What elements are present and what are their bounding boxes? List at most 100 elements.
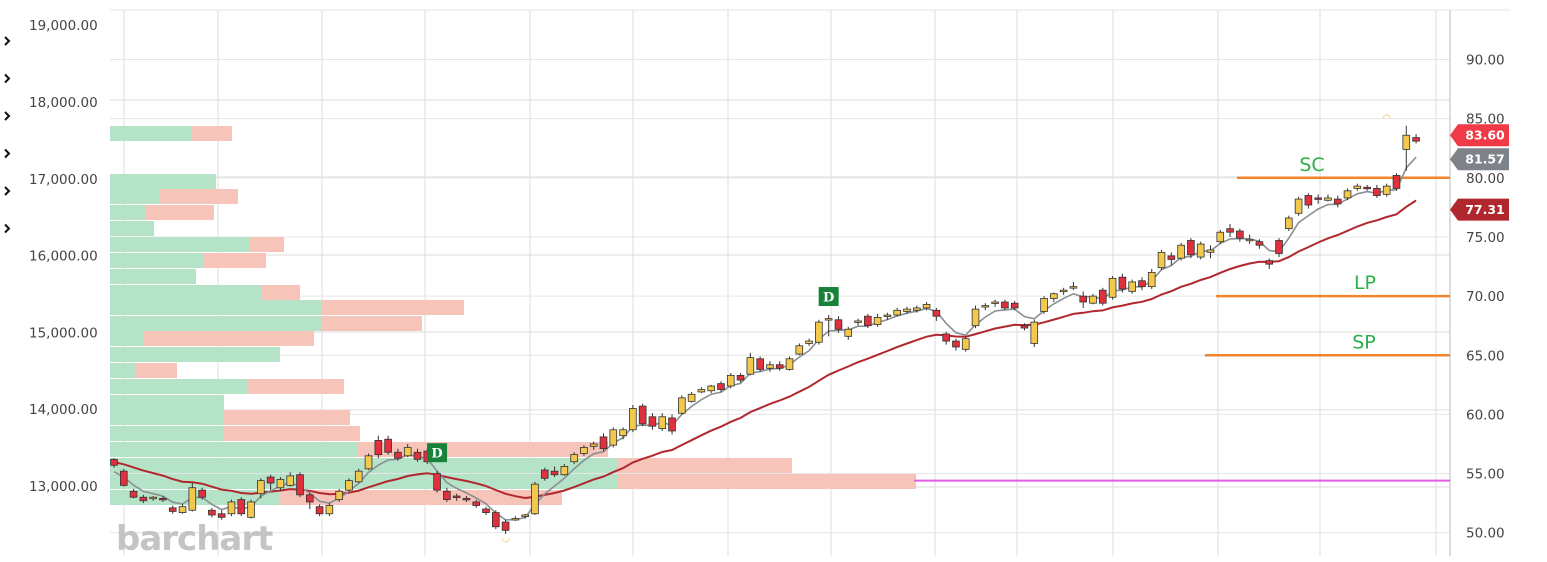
candle[interactable] — [1177, 242, 1185, 261]
candle[interactable] — [619, 427, 627, 440]
candle[interactable] — [159, 496, 167, 502]
candle[interactable] — [726, 372, 735, 389]
candle[interactable] — [345, 478, 353, 492]
candle[interactable] — [237, 497, 246, 517]
candle[interactable] — [942, 331, 950, 345]
candle[interactable] — [364, 453, 373, 471]
candle[interactable] — [1147, 268, 1156, 290]
candle[interactable] — [1402, 125, 1411, 171]
candle[interactable] — [815, 319, 823, 345]
candle[interactable] — [854, 318, 862, 326]
candle[interactable] — [354, 468, 363, 484]
candle[interactable] — [609, 427, 618, 448]
sidebar-toggle[interactable] — [4, 73, 11, 84]
candle[interactable] — [521, 513, 529, 519]
candle[interactable] — [276, 477, 285, 492]
candle[interactable] — [227, 499, 236, 517]
candle[interactable] — [893, 307, 901, 317]
candle[interactable] — [452, 493, 461, 501]
candle[interactable] — [932, 307, 941, 321]
candle[interactable] — [1128, 279, 1136, 294]
candle[interactable] — [433, 471, 441, 493]
candle[interactable] — [922, 302, 931, 311]
candle[interactable] — [110, 458, 118, 468]
candle[interactable] — [1069, 281, 1078, 291]
candle[interactable] — [1343, 188, 1352, 201]
candle[interactable] — [119, 468, 128, 487]
candle[interactable] — [1412, 134, 1420, 144]
candle[interactable] — [149, 496, 157, 501]
candle[interactable] — [1089, 293, 1097, 305]
candle[interactable] — [1167, 252, 1176, 266]
candle[interactable] — [1353, 183, 1362, 191]
candle[interactable] — [736, 372, 745, 383]
candle[interactable] — [795, 343, 804, 356]
candle[interactable] — [394, 448, 402, 461]
candle[interactable] — [1010, 300, 1019, 311]
candle[interactable] — [139, 494, 148, 504]
candle[interactable] — [129, 488, 138, 499]
candle[interactable] — [971, 305, 980, 329]
candle[interactable] — [1059, 287, 1068, 295]
candle[interactable] — [805, 338, 813, 346]
candle[interactable] — [374, 435, 383, 459]
candle[interactable] — [785, 356, 794, 371]
candle[interactable] — [981, 303, 990, 311]
candle[interactable] — [668, 414, 676, 435]
candle[interactable] — [717, 381, 725, 392]
candle[interactable] — [1294, 196, 1303, 216]
candle[interactable] — [638, 403, 647, 427]
candle[interactable] — [403, 443, 412, 457]
candle[interactable] — [511, 516, 520, 521]
candle[interactable] — [1324, 194, 1332, 202]
candle[interactable] — [315, 504, 324, 517]
candle[interactable] — [648, 413, 657, 430]
candle[interactable] — [678, 395, 686, 415]
candle[interactable] — [296, 472, 304, 498]
candle[interactable] — [599, 433, 608, 452]
candle[interactable] — [1138, 277, 1146, 291]
sidebar-toggle[interactable] — [4, 223, 11, 234]
candle[interactable] — [472, 499, 481, 508]
sidebar-toggle[interactable] — [4, 36, 11, 46]
candle[interactable] — [168, 505, 177, 514]
candle[interactable] — [1020, 323, 1029, 331]
candle[interactable] — [903, 306, 911, 314]
sidebar-toggle[interactable] — [4, 186, 11, 196]
candle[interactable] — [208, 507, 216, 518]
candle[interactable] — [580, 445, 588, 456]
candle[interactable] — [1196, 241, 1205, 260]
candle[interactable] — [864, 313, 872, 329]
candle[interactable] — [1216, 229, 1225, 245]
sidebar-toggle[interactable] — [4, 148, 11, 159]
candle[interactable] — [560, 464, 569, 476]
candle[interactable] — [492, 510, 500, 530]
candle[interactable] — [257, 478, 265, 499]
candle[interactable] — [912, 305, 921, 313]
candle[interactable] — [325, 503, 334, 517]
candle[interactable] — [991, 299, 999, 307]
candle[interactable] — [1265, 258, 1274, 269]
candle[interactable] — [952, 338, 960, 351]
candlesticks[interactable] — [110, 125, 1420, 534]
candle[interactable] — [844, 326, 853, 340]
candle[interactable] — [384, 435, 392, 455]
candle[interactable] — [540, 467, 549, 481]
candle[interactable] — [1206, 245, 1215, 259]
candle[interactable] — [824, 315, 833, 337]
candle[interactable] — [873, 313, 882, 327]
candle[interactable] — [834, 316, 843, 333]
candle[interactable] — [550, 466, 559, 478]
sidebar-toggle[interactable] — [4, 111, 11, 121]
candle[interactable] — [1001, 299, 1009, 311]
candle[interactable] — [531, 481, 539, 515]
candle[interactable] — [629, 404, 637, 433]
candle[interactable] — [1382, 183, 1391, 197]
candle[interactable] — [217, 510, 226, 520]
candle[interactable] — [247, 499, 255, 519]
candle[interactable] — [266, 474, 275, 491]
candle[interactable] — [1050, 292, 1058, 303]
candle[interactable] — [697, 387, 706, 394]
candle[interactable] — [589, 441, 598, 450]
sidebar-toggles[interactable] — [4, 36, 11, 234]
